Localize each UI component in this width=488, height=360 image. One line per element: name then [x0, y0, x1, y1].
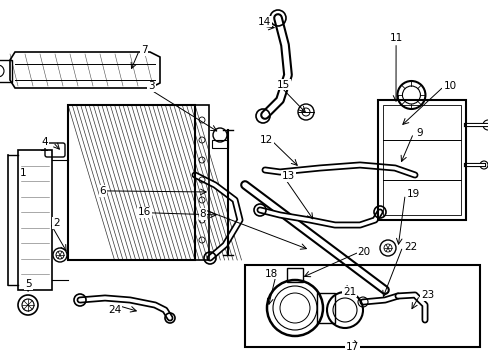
Text: 7: 7 — [141, 45, 147, 55]
Text: 1: 1 — [20, 168, 27, 178]
Bar — [316, 293, 334, 323]
Bar — [244, 265, 479, 347]
Text: 13: 13 — [281, 171, 295, 181]
Text: 22: 22 — [403, 242, 417, 252]
Text: 17: 17 — [345, 342, 358, 352]
Text: 12: 12 — [259, 135, 273, 145]
Text: 10: 10 — [443, 81, 455, 91]
Text: 21: 21 — [342, 287, 356, 297]
Text: 24: 24 — [108, 305, 122, 315]
Bar — [377, 100, 465, 220]
Text: 20: 20 — [357, 247, 370, 257]
Text: 23: 23 — [420, 290, 434, 300]
Bar — [18, 150, 52, 290]
Bar — [212, 140, 227, 148]
Text: 18: 18 — [264, 269, 278, 279]
Text: 3: 3 — [148, 81, 155, 91]
Bar — [68, 105, 195, 260]
Text: 14: 14 — [257, 17, 270, 27]
Bar — [382, 105, 460, 215]
Text: 6: 6 — [99, 186, 106, 196]
Bar — [286, 268, 303, 282]
Text: 9: 9 — [415, 128, 422, 138]
Text: 11: 11 — [388, 33, 402, 43]
Text: 15: 15 — [276, 80, 290, 90]
Text: 4: 4 — [41, 137, 48, 147]
Text: 5: 5 — [25, 279, 32, 289]
Bar — [0, 60, 12, 82]
Text: 2: 2 — [53, 218, 60, 228]
Text: 8: 8 — [199, 209, 206, 219]
Bar — [195, 105, 208, 260]
Text: 16: 16 — [137, 207, 151, 217]
Text: 19: 19 — [406, 189, 419, 199]
